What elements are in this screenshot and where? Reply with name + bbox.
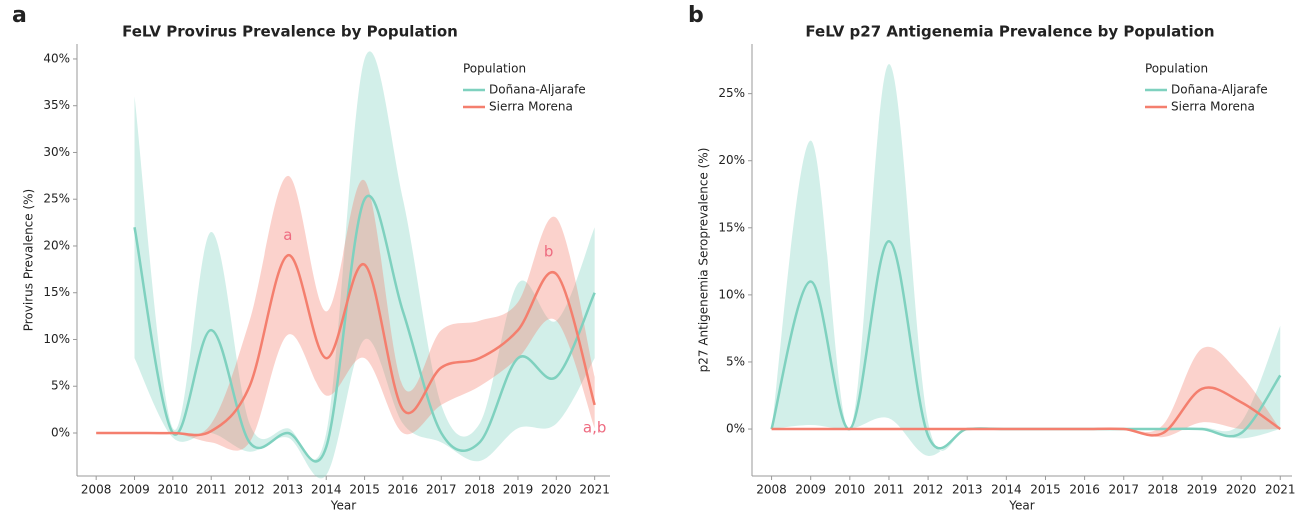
x-tick-label: 2012 — [234, 483, 265, 497]
y-tick-label: 10% — [43, 332, 70, 346]
y-tick-label: 5% — [726, 354, 745, 368]
x-tick-label: 2010 — [835, 483, 866, 497]
y-axis-label: p27 Antigenemia Seroprevalence (%) — [697, 148, 711, 373]
x-tick-label: 2011 — [874, 483, 905, 497]
y-tick-label: 20% — [718, 153, 745, 167]
x-tick-label: 2016 — [1069, 483, 1100, 497]
x-tick-label: 2018 — [464, 483, 495, 497]
legend-label: Doñana-Aljarafe — [489, 83, 586, 97]
legend-label: Sierra Morena — [489, 100, 573, 114]
x-tick-label: 2012 — [913, 483, 944, 497]
x-tick-label: 2020 — [541, 483, 572, 497]
annotation: a,b — [583, 418, 606, 436]
y-tick-label: 30% — [43, 145, 70, 159]
x-axis-label: Year — [1008, 499, 1034, 513]
y-tick-label: 40% — [43, 51, 70, 65]
series-line — [133, 194, 596, 463]
x-tick-label: 2010 — [158, 483, 189, 497]
y-tick-label: 0% — [51, 425, 70, 439]
panel-label: a — [12, 3, 27, 28]
panel-label: b — [688, 3, 704, 28]
y-axis-label: Provirus Prevalence (%) — [22, 189, 36, 332]
x-tick-label: 2013 — [273, 483, 304, 497]
legend-title: Population — [1145, 62, 1208, 76]
x-tick-label: 2018 — [1148, 483, 1179, 497]
chart-title: FeLV Provirus Prevalence by Population — [122, 23, 458, 41]
x-tick-label: 2019 — [1187, 483, 1218, 497]
x-tick-label: 2020 — [1226, 483, 1257, 497]
x-tick-label: 2011 — [196, 483, 227, 497]
confidence-band — [771, 64, 1281, 456]
x-tick-label: 2017 — [426, 483, 457, 497]
y-tick-label: 15% — [43, 285, 70, 299]
legend-label: Sierra Morena — [1171, 100, 1255, 114]
series-line — [771, 386, 1281, 437]
x-tick-label: 2008 — [756, 483, 787, 497]
series-line — [96, 254, 596, 437]
x-axis-label: Year — [330, 499, 356, 513]
x-tick-label: 2015 — [349, 483, 380, 497]
x-tick-label: 2019 — [503, 483, 534, 497]
chart-title: FeLV p27 Antigenemia Prevalence by Popul… — [805, 23, 1214, 41]
annotation: a — [283, 226, 292, 244]
y-tick-label: 15% — [718, 220, 745, 234]
y-tick-label: 5% — [51, 379, 70, 393]
x-tick-label: 2017 — [1108, 483, 1139, 497]
x-tick-label: 2009 — [795, 483, 826, 497]
y-tick-label: 35% — [43, 98, 70, 112]
legend-title: Population — [463, 62, 526, 76]
x-tick-label: 2009 — [119, 483, 150, 497]
x-tick-label: 2014 — [311, 483, 342, 497]
x-tick-label: 2014 — [991, 483, 1022, 497]
x-tick-label: 2016 — [388, 483, 419, 497]
confidence-band — [771, 346, 1281, 438]
x-tick-label: 2021 — [1265, 483, 1296, 497]
annotation: b — [544, 243, 554, 261]
y-tick-label: 10% — [718, 287, 745, 301]
x-tick-label: 2015 — [1030, 483, 1061, 497]
y-tick-label: 20% — [43, 238, 70, 252]
x-tick-label: 2013 — [952, 483, 983, 497]
y-tick-label: 25% — [43, 192, 70, 206]
x-tick-label: 2008 — [81, 483, 112, 497]
legend-label: Doñana-Aljarafe — [1171, 83, 1268, 97]
y-tick-label: 0% — [726, 422, 745, 436]
x-tick-label: 2021 — [579, 483, 610, 497]
y-tick-label: 25% — [718, 86, 745, 100]
